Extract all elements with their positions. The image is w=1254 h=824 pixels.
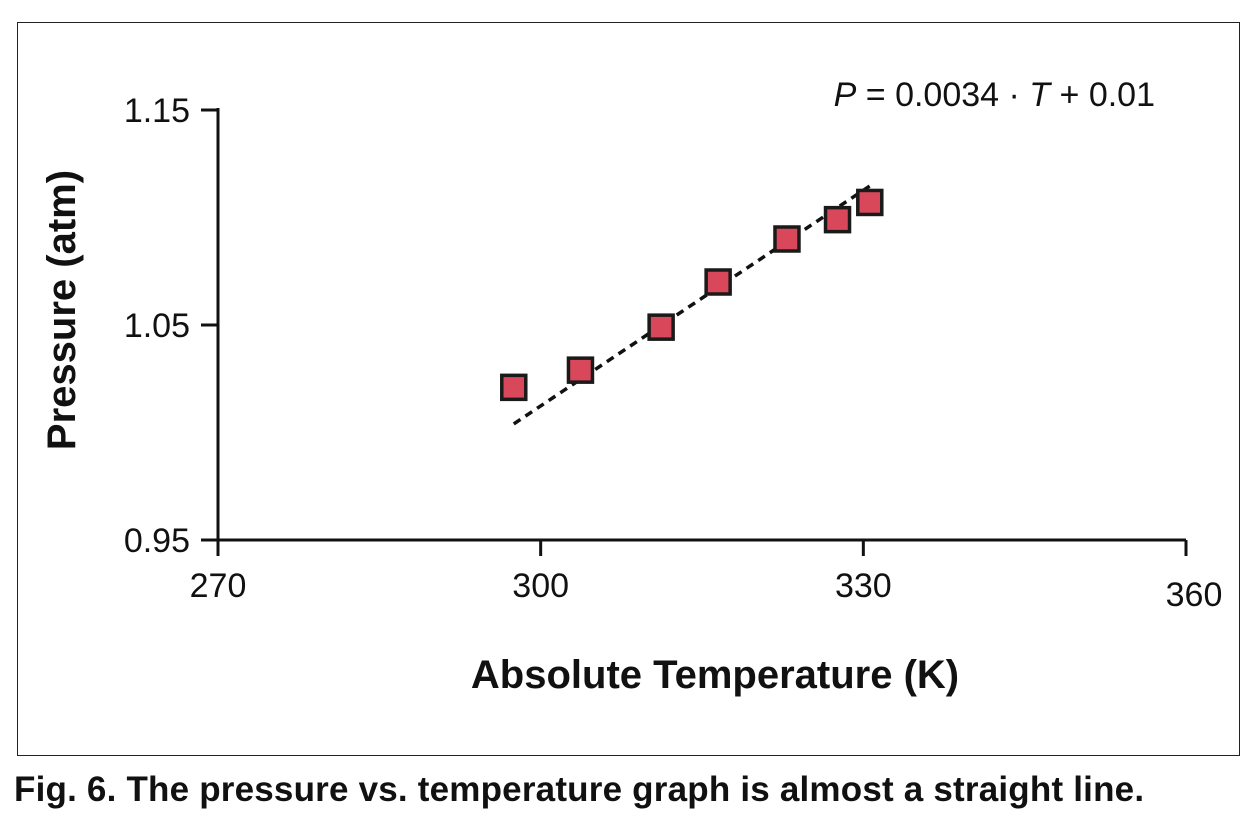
equation-part-1: = 0.0034 · [856, 76, 1029, 114]
x-tick-label: 300 [512, 567, 569, 605]
data-point [856, 188, 884, 217]
x-tick-label: 360 [1166, 576, 1223, 614]
trendline-equation: P = 0.0034 · T + 0.01 [834, 76, 1155, 114]
axes [201, 108, 1186, 542]
trendline-group [512, 181, 876, 426]
equation-p: P [834, 76, 857, 114]
data-point [773, 225, 801, 253]
data-point [823, 205, 852, 234]
data-point [704, 268, 732, 296]
x-axis-title: Absolute Temperature (K) [471, 653, 959, 697]
chart-frame [17, 22, 1240, 756]
data-point [647, 313, 675, 341]
figure-caption: Fig. 6. The pressure vs. temperature gra… [14, 770, 1145, 809]
data-points [500, 188, 884, 402]
y-tick-label: 1.15 [124, 92, 190, 130]
data-point [566, 356, 595, 384]
equation-part-2: + 0.01 [1050, 76, 1155, 114]
x-tick-label: 270 [190, 567, 247, 605]
y-axis-title: Pressure (atm) [40, 170, 84, 450]
ticks: 270 300 330 360 0.95 1.05 1.15 [124, 92, 1223, 614]
data-point [500, 373, 528, 402]
x-tick-label: 330 [835, 567, 892, 605]
equation-t: T [1029, 76, 1052, 114]
y-tick-label: 1.05 [124, 307, 190, 345]
trendline [512, 181, 876, 426]
y-tick-label: 0.95 [124, 522, 190, 560]
